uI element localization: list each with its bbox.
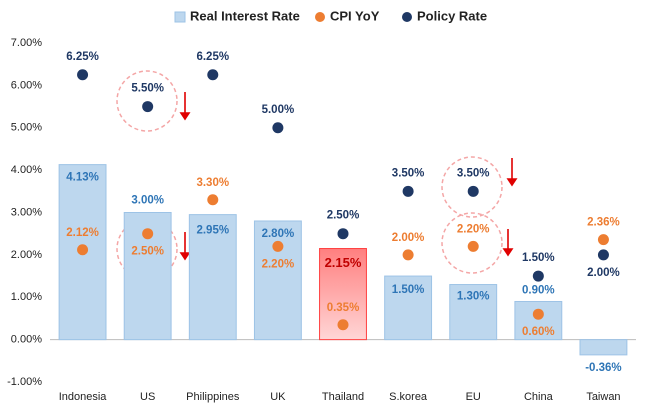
- data-label: 2.00%: [392, 232, 425, 244]
- y-tick-label: 1.00%: [11, 291, 42, 303]
- bar: [449, 284, 498, 341]
- data-label: 2.80%: [262, 228, 295, 240]
- data-label: 1.30%: [457, 291, 490, 303]
- x-tick-label: China: [524, 391, 554, 403]
- bar: [384, 275, 433, 341]
- legend-label: CPI YoY: [330, 8, 380, 23]
- x-tick-label: US: [140, 391, 155, 403]
- legend-swatch: [402, 12, 412, 22]
- arrow-head: [502, 248, 514, 257]
- data-label: 0.90%: [522, 285, 555, 297]
- data-label: 3.50%: [392, 167, 425, 179]
- data-label: 1.50%: [522, 252, 555, 264]
- bar: [188, 214, 237, 341]
- marker: [272, 122, 284, 134]
- y-tick-label: 0.00%: [11, 334, 42, 346]
- data-label: 3.30%: [196, 177, 229, 189]
- y-tick-label: 6.00%: [11, 79, 42, 91]
- highlight-circle: [441, 156, 503, 218]
- arrow-head: [179, 112, 191, 121]
- legend-label: Real Interest Rate: [190, 8, 300, 23]
- data-label: 1.50%: [392, 284, 425, 296]
- x-tick-label: UK: [270, 391, 286, 403]
- bar: [514, 300, 563, 341]
- marker: [337, 319, 349, 331]
- highlight-circle: [441, 212, 503, 274]
- y-tick-label: -1.00%: [7, 376, 42, 388]
- y-tick-label: 2.00%: [11, 249, 42, 261]
- x-tick-label: EU: [466, 391, 481, 403]
- marker: [467, 240, 479, 252]
- highlight-circle: [116, 70, 178, 132]
- marker: [77, 244, 89, 256]
- x-tick-label: Thailand: [322, 391, 364, 403]
- data-label: 0.60%: [522, 326, 555, 338]
- data-label: 4.13%: [66, 172, 99, 184]
- data-label: -0.36%: [585, 362, 621, 374]
- y-tick-label: 7.00%: [11, 37, 42, 49]
- marker: [337, 228, 349, 240]
- x-tick-label: Taiwan: [586, 391, 620, 403]
- y-tick-label: 5.00%: [11, 122, 42, 134]
- data-label: 2.95%: [196, 225, 229, 237]
- arrows: [179, 92, 518, 261]
- data-label: 3.50%: [457, 167, 490, 179]
- data-label: 6.25%: [196, 51, 229, 63]
- x-tick-label: Indonesia: [59, 391, 108, 403]
- data-label: 2.50%: [131, 246, 164, 258]
- marker: [142, 101, 154, 113]
- marker: [207, 194, 219, 206]
- marker: [77, 69, 89, 81]
- data-label: 5.00%: [262, 104, 295, 116]
- x-tick-label: Philippines: [186, 391, 240, 403]
- legend-label: Policy Rate: [417, 8, 487, 23]
- data-label: 2.15%: [325, 255, 362, 270]
- marker: [467, 185, 479, 197]
- marker: [272, 240, 284, 252]
- arrow-head: [506, 178, 518, 187]
- data-label: 6.25%: [66, 51, 99, 63]
- legend-swatch: [174, 11, 186, 23]
- data-label: 2.50%: [327, 210, 360, 222]
- data-label: 2.20%: [262, 258, 295, 270]
- y-tick-label: 4.00%: [11, 164, 42, 176]
- x-tick-label: S.korea: [389, 391, 428, 403]
- arrow-head: [179, 252, 191, 261]
- data-label: 2.20%: [457, 223, 490, 235]
- data-label: 2.36%: [587, 217, 620, 229]
- data-label: 3.00%: [131, 195, 164, 207]
- y-tick-label: 3.00%: [11, 206, 42, 218]
- annotations: [116, 70, 503, 280]
- marker: [207, 69, 219, 81]
- bar: [579, 339, 628, 356]
- data-label: 2.12%: [66, 227, 99, 239]
- marker: [402, 185, 414, 197]
- data-label: 5.50%: [131, 83, 164, 95]
- marker: [597, 234, 609, 246]
- data-label: 2.00%: [587, 267, 620, 279]
- marker: [402, 249, 414, 261]
- marker: [142, 228, 154, 240]
- legend-swatch: [315, 12, 325, 22]
- bar: [253, 220, 302, 341]
- marker: [532, 308, 544, 320]
- marker: [597, 249, 609, 261]
- marker: [532, 270, 544, 282]
- data-label: 0.35%: [327, 302, 360, 314]
